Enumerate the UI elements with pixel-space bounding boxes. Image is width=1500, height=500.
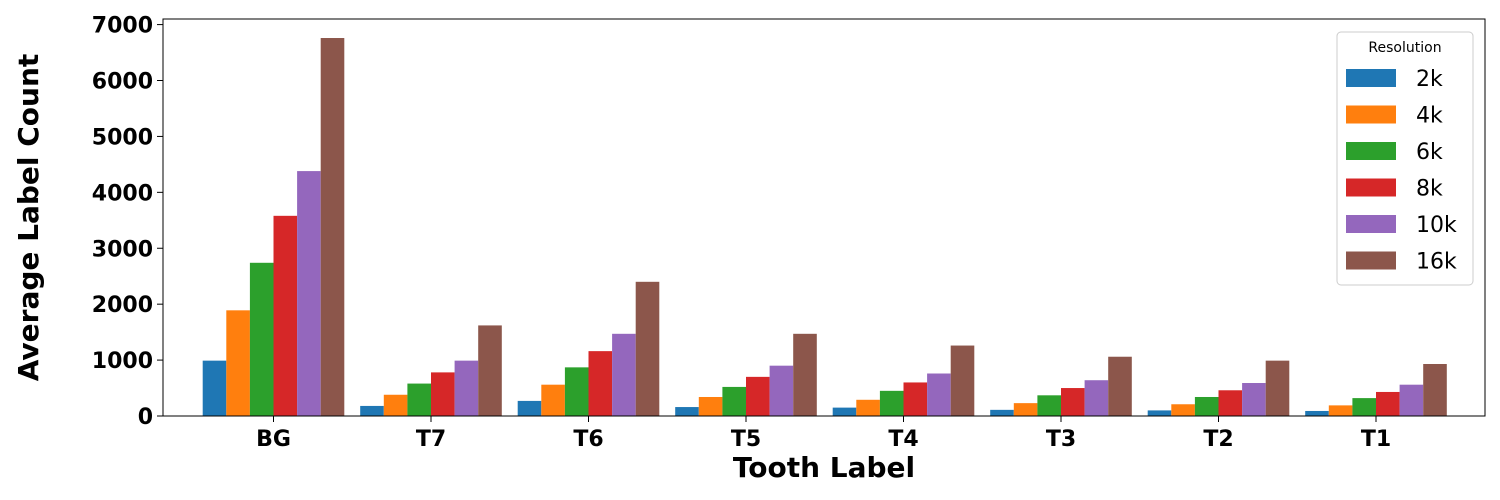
legend-label-8k: 8k xyxy=(1416,177,1443,202)
bar-bg-10k xyxy=(297,171,321,416)
bar-t3-2k xyxy=(990,409,1014,416)
x-tick-label: T3 xyxy=(1046,427,1076,452)
y-tick-label: 5000 xyxy=(92,125,153,150)
bar-t6-8k xyxy=(588,351,613,416)
bar-t7-10k xyxy=(454,360,479,416)
bar-t6-6k xyxy=(564,367,589,416)
bar-t3-16k xyxy=(1108,356,1132,416)
bar-bg-8k xyxy=(273,215,298,416)
bar-t4-2k xyxy=(832,407,857,416)
bar-t2-4k xyxy=(1171,404,1195,416)
legend-label-10k: 10k xyxy=(1416,213,1457,238)
bar-t7-16k xyxy=(478,325,502,416)
x-tick-label: T1 xyxy=(1361,427,1391,452)
x-tick-label: T7 xyxy=(416,427,446,452)
bar-t5-16k xyxy=(793,333,817,416)
bar-t2-16k xyxy=(1265,360,1290,416)
legend-swatch-10k xyxy=(1346,215,1396,233)
bar-t2-2k xyxy=(1147,410,1172,416)
bar-t1-16k xyxy=(1423,363,1447,416)
bar-t5-10k xyxy=(769,365,794,416)
bar-t3-8k xyxy=(1061,388,1085,416)
bar-t5-6k xyxy=(722,386,746,416)
bar-t5-4k xyxy=(698,396,723,416)
bar-t1-10k xyxy=(1399,384,1424,416)
legend-swatch-16k xyxy=(1346,251,1396,270)
bar-bg-6k xyxy=(249,262,274,416)
legend-swatch-6k xyxy=(1346,142,1396,160)
bar-t1-4k xyxy=(1328,405,1353,416)
bar-t4-8k xyxy=(903,382,928,416)
bar-t5-2k xyxy=(675,407,699,416)
x-axis-label: Tooth Label xyxy=(733,451,915,484)
y-tick-label: 4000 xyxy=(92,181,153,206)
y-tick-label: 6000 xyxy=(92,70,153,95)
bar-t4-16k xyxy=(950,345,975,416)
bar-t6-2k xyxy=(517,400,542,416)
legend-label-16k: 16k xyxy=(1416,250,1457,275)
y-tick-label: 2000 xyxy=(92,293,153,318)
bars-layer xyxy=(202,38,1447,417)
bar-t5-8k xyxy=(746,376,770,416)
bar-t4-10k xyxy=(927,373,951,416)
y-tick-label: 0 xyxy=(138,405,153,430)
x-axis: BG T7 T6 T5 T4 T3 T2 T1 xyxy=(256,416,1391,452)
bar-t2-6k xyxy=(1194,396,1219,416)
bar-t4-6k xyxy=(879,390,904,416)
bar-t3-10k xyxy=(1084,380,1109,416)
x-tick-label: BG xyxy=(256,427,291,452)
legend-swatch-2k xyxy=(1346,69,1396,87)
legend-title: Resolution xyxy=(1368,40,1441,56)
bar-t2-10k xyxy=(1242,383,1266,416)
bar-bg-16k xyxy=(320,38,345,417)
legend-swatch-4k xyxy=(1346,105,1396,124)
y-tick-label: 3000 xyxy=(92,237,153,262)
bar-t4-4k xyxy=(856,399,880,416)
y-axis: 0 1000 2000 3000 4000 5000 6000 7000 xyxy=(92,14,163,430)
bar-bg-4k xyxy=(226,310,250,416)
x-tick-label: T5 xyxy=(731,427,761,452)
bar-t1-8k xyxy=(1376,391,1400,416)
bar-bg-2k xyxy=(202,360,227,416)
y-tick-label: 1000 xyxy=(92,349,153,374)
legend-label-2k: 2k xyxy=(1416,67,1443,92)
bar-t1-2k xyxy=(1305,410,1329,416)
y-axis-label: Average Label Count xyxy=(12,54,45,382)
bar-t7-6k xyxy=(407,383,431,416)
legend-items: 2k 4k 6k 8k 10k 16k xyxy=(1346,67,1457,275)
bar-t6-10k xyxy=(612,333,636,416)
bar-t3-6k xyxy=(1037,395,1061,416)
bar-t6-4k xyxy=(541,384,565,416)
legend-label-6k: 6k xyxy=(1416,140,1443,165)
x-tick-label: T6 xyxy=(573,427,603,452)
bar-t7-4k xyxy=(383,394,408,416)
legend-label-4k: 4k xyxy=(1416,104,1443,129)
x-tick-label: T2 xyxy=(1203,427,1233,452)
x-tick-label: T4 xyxy=(888,427,918,452)
legend: Resolution 2k 4k 6k 8k 10k 16k xyxy=(1336,31,1474,286)
bar-t7-8k xyxy=(431,372,455,416)
bar-t1-6k xyxy=(1352,398,1376,416)
bar-t7-2k xyxy=(360,405,384,416)
legend-swatch-8k xyxy=(1346,178,1396,197)
bar-t2-8k xyxy=(1218,390,1243,416)
bar-t3-4k xyxy=(1013,403,1038,416)
plot-frame xyxy=(162,18,1486,417)
y-tick-label: 7000 xyxy=(92,14,153,39)
bar-t6-16k xyxy=(635,281,660,416)
